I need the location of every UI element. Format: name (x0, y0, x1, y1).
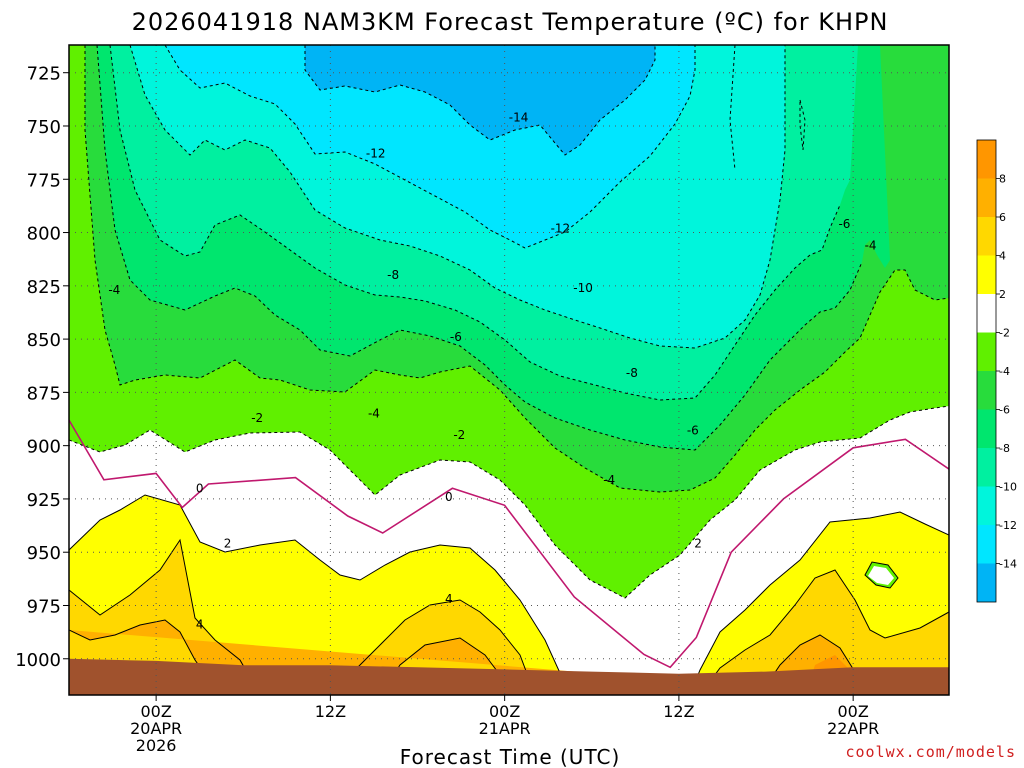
colorbar-legend: 8 6 4 2 -2 -4 -6 -8 -10 -12 -14 (976, 139, 1017, 603)
contour-label: -12 (366, 147, 386, 161)
band-2-4 (69, 495, 949, 695)
contour-label: 4 (196, 618, 204, 632)
colorbar-label: -4 (999, 365, 1010, 378)
contour-label: -6 (687, 424, 699, 438)
colorbar-label: -12 (999, 519, 1017, 532)
plot-area: -14 -12 -12 -10 -8 -8 -6 -6 -6 -4 -4 -4 -4 -2 -2 0 0 2 2 4 4 (69, 45, 949, 695)
colorbar-label: 4 (999, 250, 1006, 263)
x-tick-label: 2026 (136, 736, 177, 755)
contour-label: -2 (453, 428, 465, 442)
y-tick-label: 975 (27, 596, 61, 617)
y-tick-label: 875 (27, 383, 61, 404)
colorbar-swatch (977, 448, 996, 487)
contour-label: -4 (865, 238, 877, 252)
colorbar-label: -14 (999, 558, 1017, 571)
colorbar-label: 2 (999, 288, 1006, 301)
y-tick-label: 850 (27, 330, 61, 351)
x-tick-label: 00Z (837, 702, 868, 721)
colorbar-swatch (977, 255, 996, 294)
colorbar-label: 6 (999, 211, 1006, 224)
y-tick-label: 800 (27, 224, 61, 245)
contour-label: -6 (838, 217, 850, 231)
y-tick-label: 1000 (15, 650, 61, 671)
contour-label: -2 (251, 411, 263, 425)
contour-label: -8 (387, 268, 399, 282)
grid-lines (69, 45, 949, 695)
colorbar-label: -6 (999, 404, 1010, 417)
x-tick-label: 12Z (315, 702, 346, 721)
colorbar-label: -8 (999, 442, 1010, 455)
y-tick-label: 725 (27, 64, 61, 85)
contour-label: 4 (445, 592, 453, 606)
contour-label: 0 (445, 490, 453, 504)
x-tick-label: 21APR (479, 719, 531, 738)
y-tick-label: 925 (27, 490, 61, 511)
colorbar-swatch (977, 217, 996, 256)
colorbar-swatch (977, 486, 996, 525)
y-tick-label: 775 (27, 170, 61, 191)
plot-frame (68, 44, 950, 696)
white-pocket (868, 566, 894, 585)
colorbar-label: 8 (999, 173, 1006, 186)
x-tick-label: 00Z (489, 702, 520, 721)
contour-label: -4 (603, 473, 615, 487)
colorbar-swatch (977, 563, 996, 602)
cold-contour-lines (69, 45, 949, 599)
contour-label: -10 (573, 281, 593, 295)
credit-link[interactable]: coolwx.com/models (845, 743, 1016, 761)
contour-label: -6 (450, 330, 462, 344)
y-axis: 725 750 775 800 825 850 875 900 925 950 975 1000 (15, 64, 69, 671)
colorbar-swatch (977, 332, 996, 371)
contour-labels: -14 -12 -12 -10 -8 -8 -6 -6 -6 -4 -4 -4 -4 -2 -2 0 0 2 2 4 4 (108, 110, 877, 632)
colorbar-swatch (977, 140, 996, 179)
colorbar-swatch (977, 178, 996, 217)
contour-label: -12 (551, 221, 571, 235)
colorbar-swatch (977, 525, 996, 564)
chart-title: 2026041918 NAM3KM Forecast Temperature (… (132, 8, 889, 36)
contour-label: -4 (368, 407, 380, 421)
contour-label: 0 (196, 481, 204, 495)
x-tick-label: 00Z (140, 702, 171, 721)
colorbar-swatch (977, 294, 996, 333)
contour-label: -4 (108, 283, 120, 297)
colorbar-label: -10 (999, 481, 1017, 494)
x-tick-label: 12Z (663, 702, 694, 721)
y-tick-label: 750 (27, 117, 61, 138)
colorbar-swatch (977, 409, 996, 448)
y-tick-label: 900 (27, 437, 61, 458)
ground-surface (69, 658, 949, 695)
x-axis-title: Forecast Time (UTC) (400, 745, 621, 768)
x-tick-label: 20APR (130, 719, 182, 738)
y-tick-label: 950 (27, 543, 61, 564)
colorbar-label: -2 (999, 327, 1010, 340)
contour-label: -14 (509, 110, 529, 124)
contour-label: -8 (626, 366, 638, 380)
contour-label: 2 (694, 537, 702, 551)
colorbar-swatch (977, 371, 996, 410)
contour-label: 2 (224, 537, 232, 551)
y-tick-label: 825 (27, 277, 61, 298)
x-tick-label: 22APR (827, 719, 879, 738)
